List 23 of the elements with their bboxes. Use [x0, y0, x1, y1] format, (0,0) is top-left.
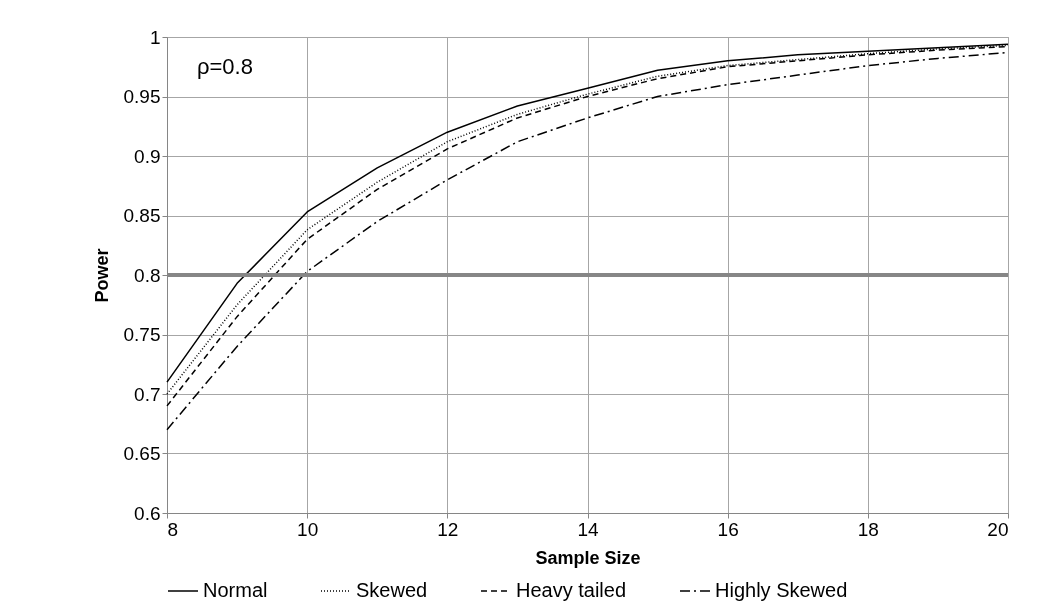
y-tick-label: 0.7 — [134, 383, 161, 405]
y-tick-label: 0.6 — [134, 502, 161, 524]
y-axis-title: Power — [91, 248, 112, 303]
legend-label: Normal — [203, 579, 268, 601]
legend-label: Skewed — [356, 579, 428, 601]
y-tick-label: 0.85 — [123, 205, 161, 226]
y-tick-label: 0.95 — [123, 86, 161, 107]
y-tick-label: 0.75 — [123, 324, 161, 345]
x-tick-label: 8 — [167, 518, 179, 540]
x-tick-label: 18 — [857, 518, 879, 540]
x-tick-label: 12 — [437, 518, 459, 540]
legend-label: Highly Skewed — [715, 579, 848, 601]
y-tick-label: 1 — [149, 26, 161, 48]
y-tick-label: 0.9 — [134, 145, 161, 167]
x-axis-title: Sample Size — [535, 547, 641, 568]
x-tick-label: 20 — [987, 518, 1009, 540]
annotation: ρ=0.8 — [197, 54, 253, 79]
y-tick-label: 0.65 — [123, 443, 161, 464]
x-tick-label: 14 — [577, 518, 599, 540]
y-tick-label: 0.8 — [134, 264, 161, 286]
legend-label: Heavy tailed — [516, 579, 627, 601]
x-tick-label: 16 — [717, 518, 739, 540]
x-tick-label: 10 — [297, 518, 319, 540]
